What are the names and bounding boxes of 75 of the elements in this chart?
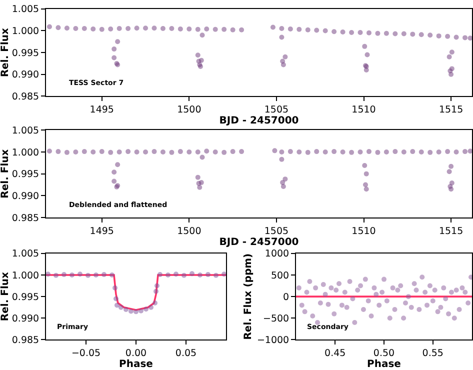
y-tick-label: 500 — [270, 270, 290, 282]
x-axis-title: BJD - 2457000 — [219, 236, 299, 248]
y-tick-label: 1.005 — [12, 248, 40, 260]
x-tick-label: 1515 — [438, 104, 464, 116]
point — [128, 308, 134, 314]
point — [182, 272, 186, 278]
point — [62, 272, 66, 278]
point — [214, 272, 218, 278]
point — [114, 296, 118, 302]
x-axis-title: Phase — [119, 359, 154, 370]
y-tick-label: 1000 — [264, 248, 290, 260]
point — [102, 272, 106, 278]
y-axis-title: Rel. Flux (ppm) — [242, 253, 254, 340]
point — [144, 306, 148, 312]
point — [124, 307, 128, 312]
point — [222, 272, 226, 277]
x-tick-label: 1500 — [177, 226, 202, 237]
point — [70, 272, 74, 278]
x-tick-label: 0.05 — [175, 348, 197, 360]
y-tick-label: 1.005 — [12, 125, 40, 136]
x-tick-label: −0.05 — [71, 348, 101, 360]
x-tick-label: 0.45 — [324, 348, 346, 360]
x-axis-title: Phase — [367, 359, 402, 370]
y-tick-label: 1.005 — [12, 4, 40, 16]
y-axis-title: Rel. Flux — [0, 272, 11, 322]
y-tick-label: −500 — [263, 313, 290, 324]
y-tick-label: 0.985 — [12, 92, 40, 103]
x-tick-label: 1500 — [177, 104, 202, 116]
y-axis-title: Rel. Flux — [0, 27, 11, 78]
point — [134, 309, 138, 314]
y-tick-label: 1.000 — [12, 147, 40, 158]
x-tick-label: 0.50 — [373, 348, 395, 360]
point — [112, 285, 118, 290]
y-tick-label: 1.000 — [12, 270, 40, 282]
x-tick-label: 1505 — [264, 226, 289, 237]
x-tick-label: 1515 — [438, 226, 464, 237]
x-axis-title: BJD - 2457000 — [219, 116, 299, 127]
y-tick-label: 0.985 — [12, 335, 40, 346]
y-tick-label: 0.995 — [12, 292, 40, 303]
x-tick-label: 1510 — [352, 226, 376, 237]
point — [166, 272, 170, 278]
point — [86, 272, 90, 278]
point — [46, 272, 50, 277]
x-tick-label: 1505 — [264, 104, 289, 116]
x-tick-label: 1495 — [90, 104, 114, 116]
y-tick-label: 0.990 — [12, 70, 40, 81]
y-tick-label: 0.995 — [12, 48, 40, 59]
point — [190, 271, 194, 276]
point — [94, 272, 98, 278]
y-tick-label: 0 — [283, 292, 290, 303]
point — [206, 272, 210, 278]
point — [158, 272, 162, 278]
y-tick-label: 0.995 — [12, 169, 40, 180]
x-tick-label: 0.00 — [125, 348, 147, 360]
x-tick-label: 1495 — [90, 226, 114, 237]
point — [110, 272, 114, 278]
x-tick-label: 1510 — [352, 104, 376, 116]
point — [78, 272, 82, 277]
point — [118, 304, 124, 310]
point — [148, 304, 154, 310]
y-tick-label: 1.000 — [12, 26, 40, 38]
point — [154, 288, 158, 294]
y-tick-label: −1000 — [256, 335, 290, 346]
point — [154, 283, 160, 288]
point — [152, 300, 158, 306]
point — [138, 308, 144, 314]
point — [54, 272, 58, 278]
point — [174, 272, 178, 277]
y-tick-label: 0.990 — [12, 313, 40, 324]
point — [114, 302, 120, 308]
y-tick-label: 0.990 — [12, 190, 40, 202]
x-tick-label: 0.55 — [422, 348, 444, 360]
y-tick-label: 0.985 — [12, 212, 40, 224]
y-axis-title: Rel. Flux — [0, 148, 11, 198]
point — [198, 272, 202, 278]
